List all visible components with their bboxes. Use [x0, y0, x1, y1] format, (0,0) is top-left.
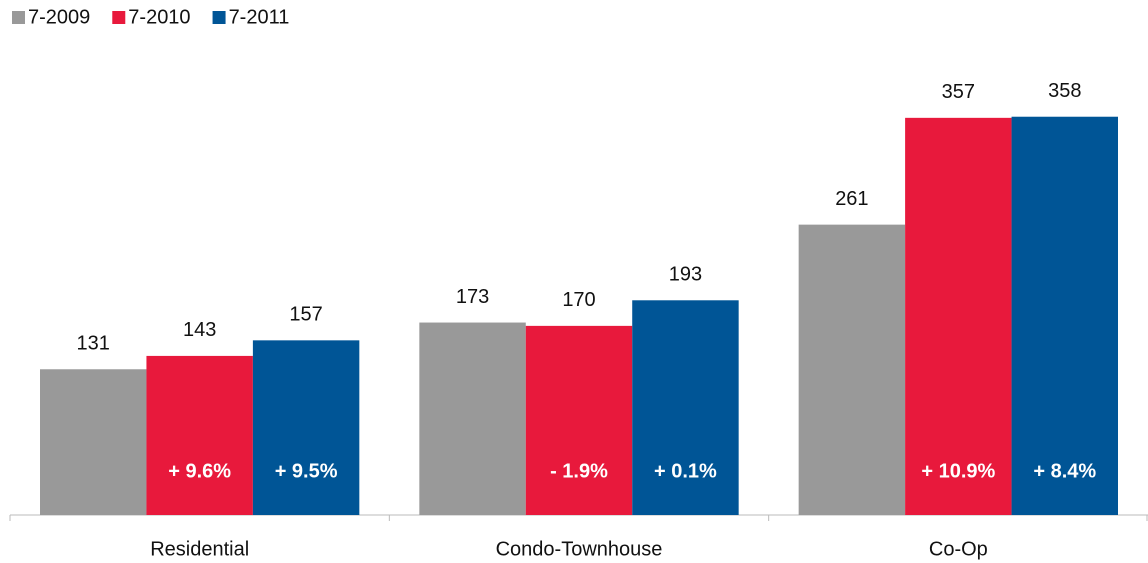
legend-label: 7-2011 [229, 6, 290, 28]
bar [798, 224, 906, 515]
value-label: 261 [835, 188, 868, 210]
change-label: - 1.9% [550, 460, 608, 482]
bar [1011, 116, 1118, 515]
bar [905, 117, 1012, 516]
legend-swatch [112, 11, 126, 24]
bar [40, 369, 147, 515]
x-tick-label: Co-Op [929, 538, 988, 560]
value-label: 193 [669, 264, 702, 286]
value-label: 358 [1048, 80, 1081, 102]
legend-label: 7-2009 [28, 6, 90, 28]
value-label: 170 [562, 289, 595, 311]
change-label: + 10.9% [921, 460, 995, 482]
bar [525, 325, 633, 515]
legend-swatch [12, 11, 25, 24]
bar [146, 355, 253, 515]
value-label: 131 [77, 333, 110, 355]
x-tick-label: Residential [150, 538, 249, 560]
bar [419, 322, 526, 515]
x-tick-label: Condo-Townhouse [496, 538, 663, 560]
bar [632, 300, 739, 515]
change-label: + 9.5% [275, 460, 338, 482]
value-label: 143 [183, 319, 216, 341]
change-label: + 9.6% [168, 460, 231, 482]
change-label: + 0.1% [654, 460, 717, 482]
value-label: 357 [942, 81, 975, 103]
legend-swatch [212, 11, 226, 24]
value-label: 173 [456, 286, 489, 308]
bar [252, 340, 360, 515]
value-label: 157 [289, 304, 322, 326]
change-label: + 8.4% [1033, 460, 1096, 482]
legend-label: 7-2010 [128, 6, 190, 28]
